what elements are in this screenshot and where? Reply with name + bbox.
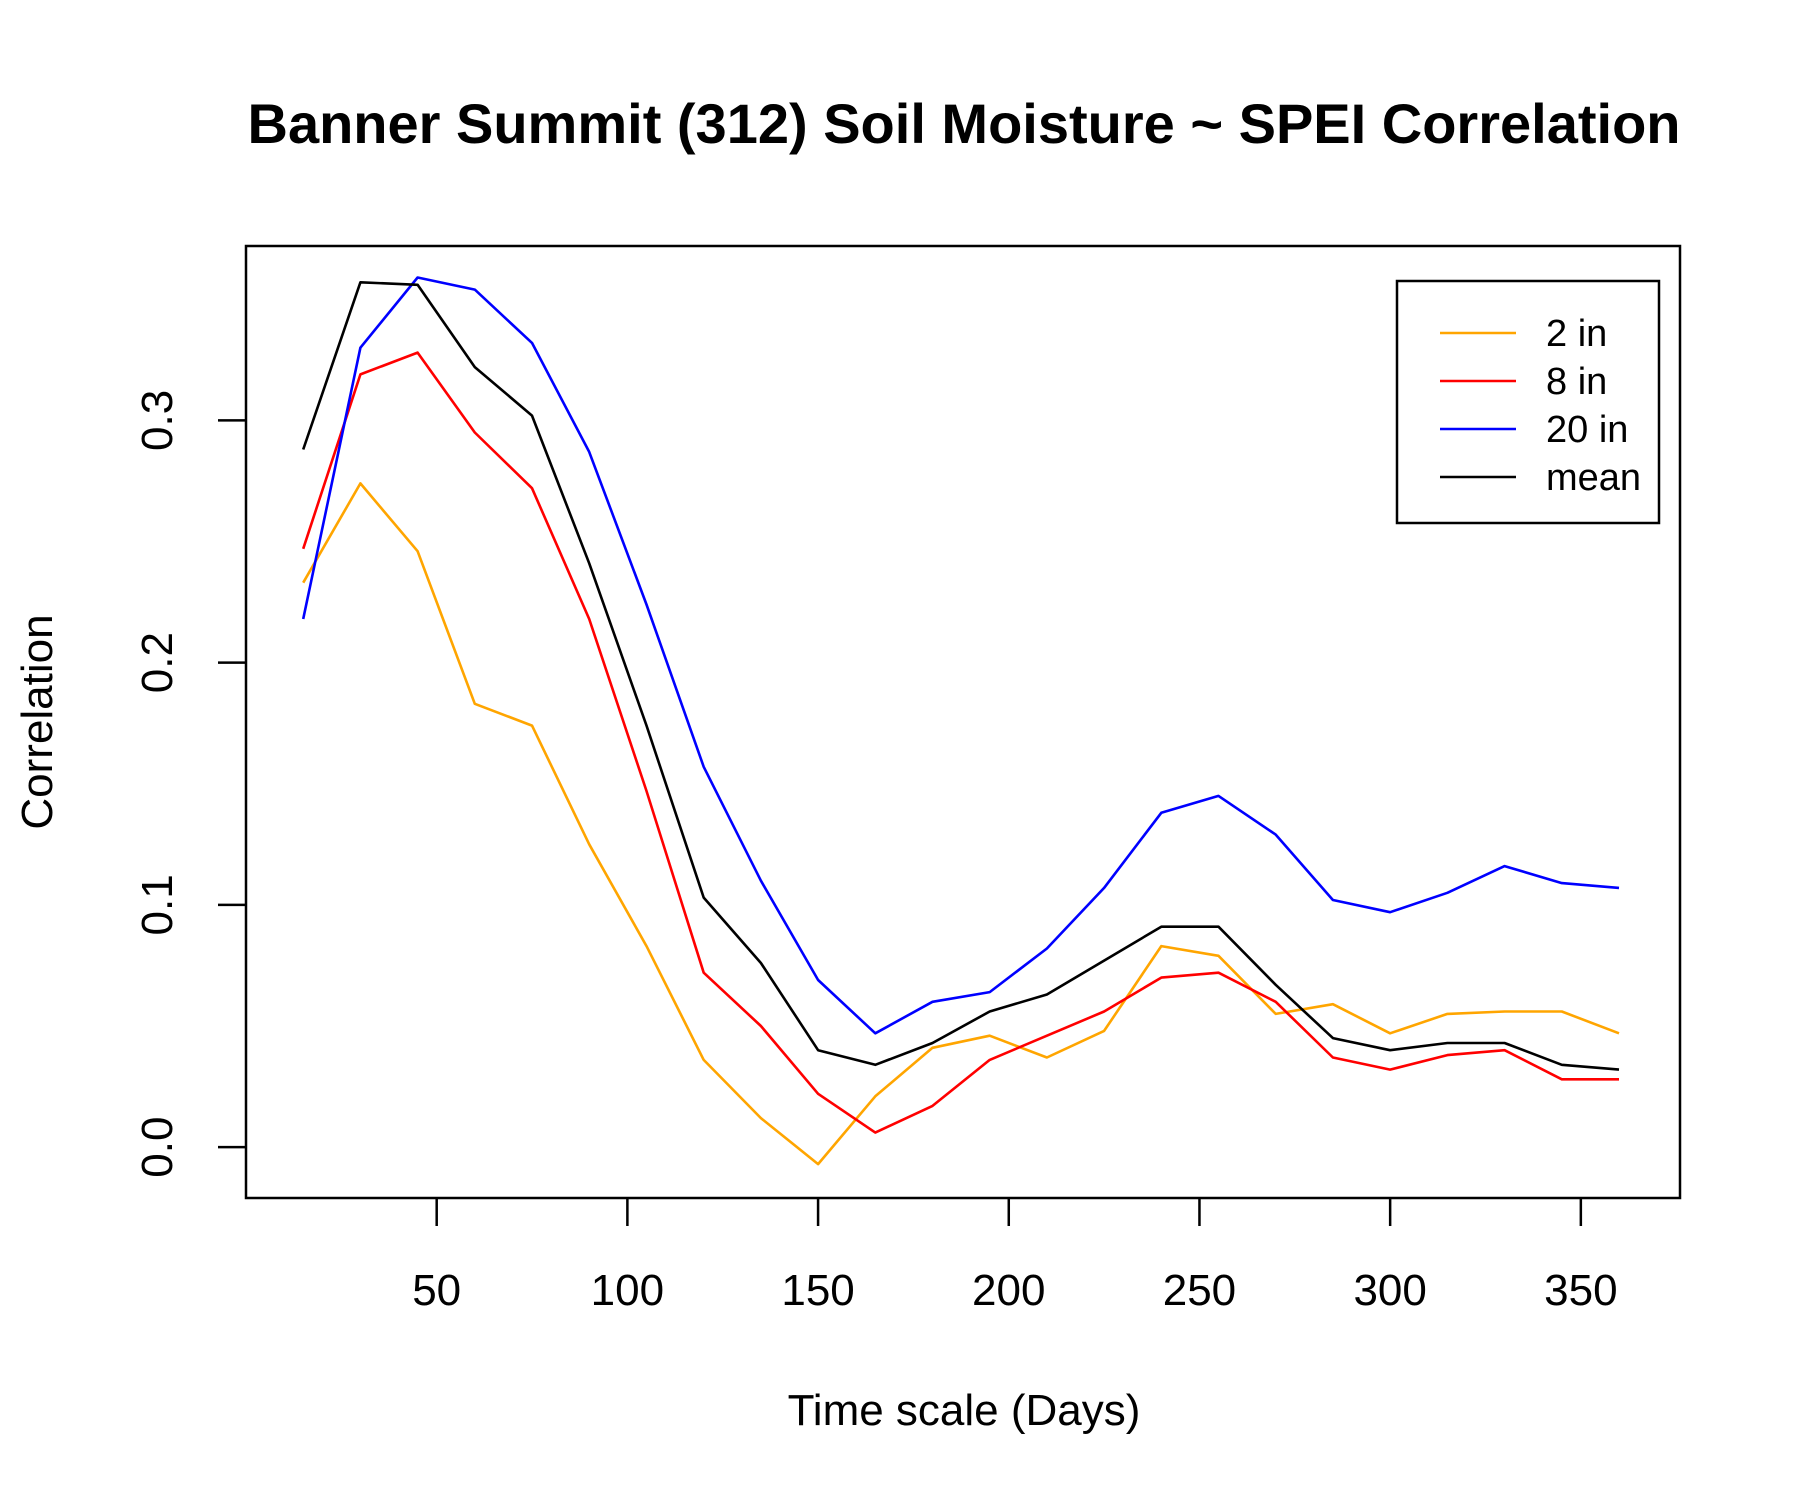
y-tick-label: 0.3 xyxy=(133,390,182,451)
legend-items: 2 in 8 in 20 in mean xyxy=(1440,313,1641,499)
x-axis: 50 100 150 200 250 300 350 xyxy=(412,1198,1618,1315)
series-line-8-in xyxy=(301,351,1619,1134)
x-tick-label: 300 xyxy=(1353,1266,1426,1315)
legend-label: 8 in xyxy=(1546,361,1607,403)
x-tick-label: 250 xyxy=(1163,1266,1236,1315)
x-axis-label: Time scale (Days) xyxy=(788,1386,1141,1435)
chart-title: Banner Summit (312) Soil Moisture ~ SPEI… xyxy=(248,92,1681,155)
series-layer xyxy=(301,276,1620,1166)
series-line-20-in xyxy=(301,276,1620,1035)
x-tick-label: 200 xyxy=(972,1266,1045,1315)
y-axis-label: Correlation xyxy=(13,614,62,829)
y-axis: 0.0 0.1 0.2 0.3 xyxy=(133,390,246,1178)
legend-box xyxy=(1395,279,1661,525)
plot-frame xyxy=(244,244,1682,1200)
legend-label: mean xyxy=(1546,457,1641,499)
y-tick-label: 0.2 xyxy=(133,632,182,693)
y-tick-label: 0.0 xyxy=(133,1117,182,1178)
y-tick-label: 0.1 xyxy=(133,874,182,935)
series-line-2-in xyxy=(302,482,1620,1166)
legend-label: 20 in xyxy=(1546,409,1628,451)
x-tick-label: 100 xyxy=(591,1266,664,1315)
x-tick-label: 350 xyxy=(1544,1266,1617,1315)
x-tick-label: 50 xyxy=(412,1266,461,1315)
series-line-mean xyxy=(301,280,1620,1071)
x-tick-label: 150 xyxy=(781,1266,854,1315)
legend: 2 in 8 in 20 in mean xyxy=(1395,279,1661,525)
legend-label: 2 in xyxy=(1546,313,1607,355)
